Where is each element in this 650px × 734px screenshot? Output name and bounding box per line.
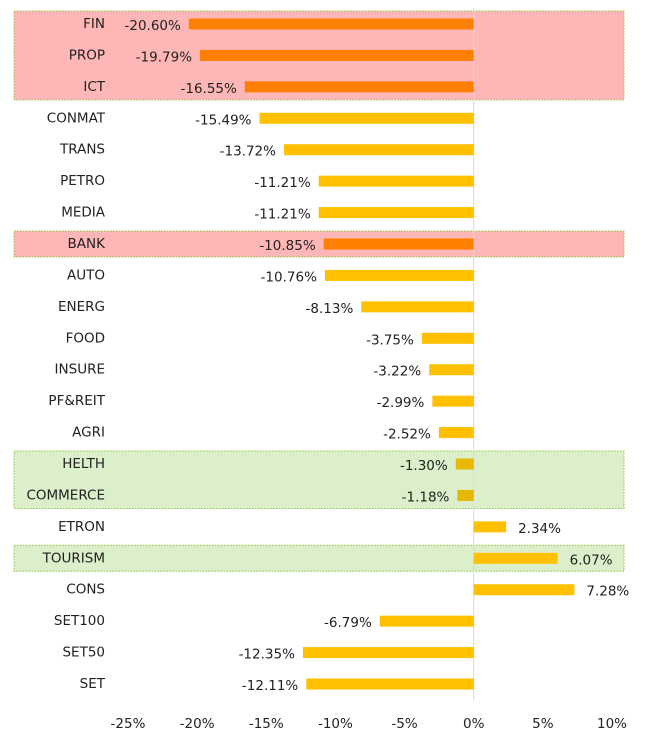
x-tick-label: -20% bbox=[180, 716, 215, 732]
category-label: HELTH bbox=[62, 456, 105, 472]
value-label: -3.22% bbox=[373, 364, 421, 380]
category-label: SET100 bbox=[54, 613, 105, 629]
value-label: -8.13% bbox=[306, 301, 354, 317]
category-label: FOOD bbox=[66, 330, 105, 346]
value-label: -15.49% bbox=[195, 112, 252, 128]
bar bbox=[259, 112, 474, 124]
bar bbox=[244, 81, 474, 93]
value-label: -10.85% bbox=[259, 238, 316, 254]
value-label: -16.55% bbox=[180, 81, 237, 97]
bar bbox=[455, 458, 474, 470]
bar bbox=[306, 678, 474, 690]
value-label: -2.52% bbox=[383, 427, 431, 443]
x-tick-label: 10% bbox=[597, 716, 627, 732]
category-label: INSURE bbox=[55, 362, 105, 378]
x-tick-label: -25% bbox=[111, 716, 146, 732]
bar bbox=[283, 144, 474, 156]
value-label: 6.07% bbox=[570, 552, 613, 568]
bar bbox=[473, 584, 575, 596]
value-label: -10.76% bbox=[261, 269, 318, 285]
category-label: COMMERCE bbox=[26, 487, 105, 503]
bar bbox=[429, 364, 474, 376]
value-label: -20.60% bbox=[124, 18, 181, 34]
category-label: BANK bbox=[68, 236, 107, 252]
category-label: SET bbox=[80, 676, 106, 692]
value-label: -12.35% bbox=[239, 647, 296, 663]
bar bbox=[457, 489, 474, 501]
row-highlight bbox=[13, 450, 625, 509]
x-tick-label: -5% bbox=[391, 716, 417, 732]
value-label: -1.18% bbox=[402, 489, 450, 505]
category-label: PF&REIT bbox=[48, 393, 105, 409]
bar bbox=[200, 49, 474, 61]
value-label: -11.21% bbox=[254, 207, 311, 223]
bar bbox=[438, 427, 474, 439]
category-label: ICT bbox=[83, 79, 105, 95]
value-label: -6.79% bbox=[324, 615, 372, 631]
bar bbox=[473, 552, 558, 564]
bar bbox=[379, 615, 474, 627]
value-label: -3.75% bbox=[366, 332, 414, 348]
category-label: PROP bbox=[69, 47, 105, 63]
value-label: -2.99% bbox=[377, 395, 425, 411]
category-label: FIN bbox=[83, 16, 105, 32]
category-label: CONS bbox=[66, 582, 105, 598]
bar bbox=[473, 521, 507, 533]
x-tick-label: -15% bbox=[249, 716, 284, 732]
category-label: SET50 bbox=[62, 645, 105, 661]
bar bbox=[318, 207, 474, 219]
bar bbox=[318, 175, 474, 187]
category-label: ETRON bbox=[58, 519, 105, 535]
value-label: 7.28% bbox=[586, 584, 629, 600]
category-label: CONMAT bbox=[47, 110, 106, 126]
category-label: ENERG bbox=[58, 299, 105, 315]
bar bbox=[432, 395, 474, 407]
bar bbox=[188, 18, 474, 30]
x-tick-label: 0% bbox=[463, 716, 485, 732]
value-label: -11.21% bbox=[254, 175, 311, 191]
value-label: -1.30% bbox=[400, 458, 448, 474]
bar bbox=[361, 301, 474, 313]
category-label: PETRO bbox=[60, 173, 105, 189]
category-label: MEDIA bbox=[61, 205, 106, 221]
x-tick-label: -10% bbox=[318, 716, 353, 732]
x-tick-label: 5% bbox=[532, 716, 554, 732]
category-label: AUTO bbox=[67, 267, 105, 283]
category-label: TRANS bbox=[59, 142, 105, 158]
value-label: -12.11% bbox=[242, 678, 299, 694]
value-label: -19.79% bbox=[136, 49, 193, 65]
bar bbox=[323, 238, 474, 250]
bar bbox=[302, 647, 474, 659]
category-label: AGRI bbox=[72, 425, 105, 441]
bar bbox=[324, 269, 474, 281]
category-label: TOURISM bbox=[42, 550, 105, 566]
row-highlight bbox=[13, 230, 625, 258]
value-label: -13.72% bbox=[220, 144, 277, 160]
value-label: 2.34% bbox=[518, 521, 561, 537]
bar bbox=[421, 332, 474, 344]
